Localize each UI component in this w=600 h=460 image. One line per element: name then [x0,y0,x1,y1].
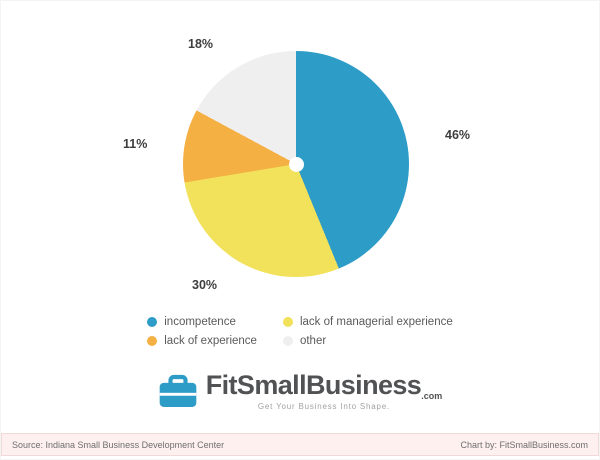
pie-label-lack-of-experience: 11% [123,137,148,151]
brand-tagline: Get Your Business Into Shape. [257,402,391,411]
brand-logo: FitSmallBusiness .com Get Your Business … [1,372,599,415]
pie-chart [183,51,409,277]
source-text: Source: Indiana Small Business Developme… [12,439,225,450]
legend-swatch [147,336,158,346]
pie-label-other: 18% [188,37,214,51]
legend: incompetence lack of managerial experien… [1,316,599,347]
source-bar: Source: Indiana Small Business Developme… [1,433,599,456]
pie-label-managerial-experience: 30% [192,278,218,292]
brand-text-block: FitSmallBusiness .com Get Your Business … [205,370,443,412]
legend-item-managerial-experience: lack of managerial experience [282,316,453,328]
legend-grid: incompetence lack of managerial experien… [147,316,453,347]
credit-text: Chart by: FitSmallBusiness.com [460,439,588,450]
legend-item-other: other [282,335,453,347]
pie-label-incompetence: 46% [445,128,471,142]
legend-swatch [147,317,158,327]
briefcase-icon [158,374,198,415]
legend-swatch [282,336,293,346]
legend-label: incompetence [164,316,236,328]
pie-center-hole [288,156,304,172]
legend-label: other [299,335,327,347]
legend-label: lack of managerial experience [299,316,453,328]
brand-name: FitSmallBusiness [205,370,422,400]
legend-item-incompetence: incompetence [147,316,257,328]
legend-label: lack of experience [164,335,257,347]
brand-line: FitSmallBusiness .com [205,370,443,402]
brand-tld: .com [421,391,443,401]
legend-swatch [282,317,293,327]
legend-item-lack-of-experience: lack of experience [147,335,257,347]
